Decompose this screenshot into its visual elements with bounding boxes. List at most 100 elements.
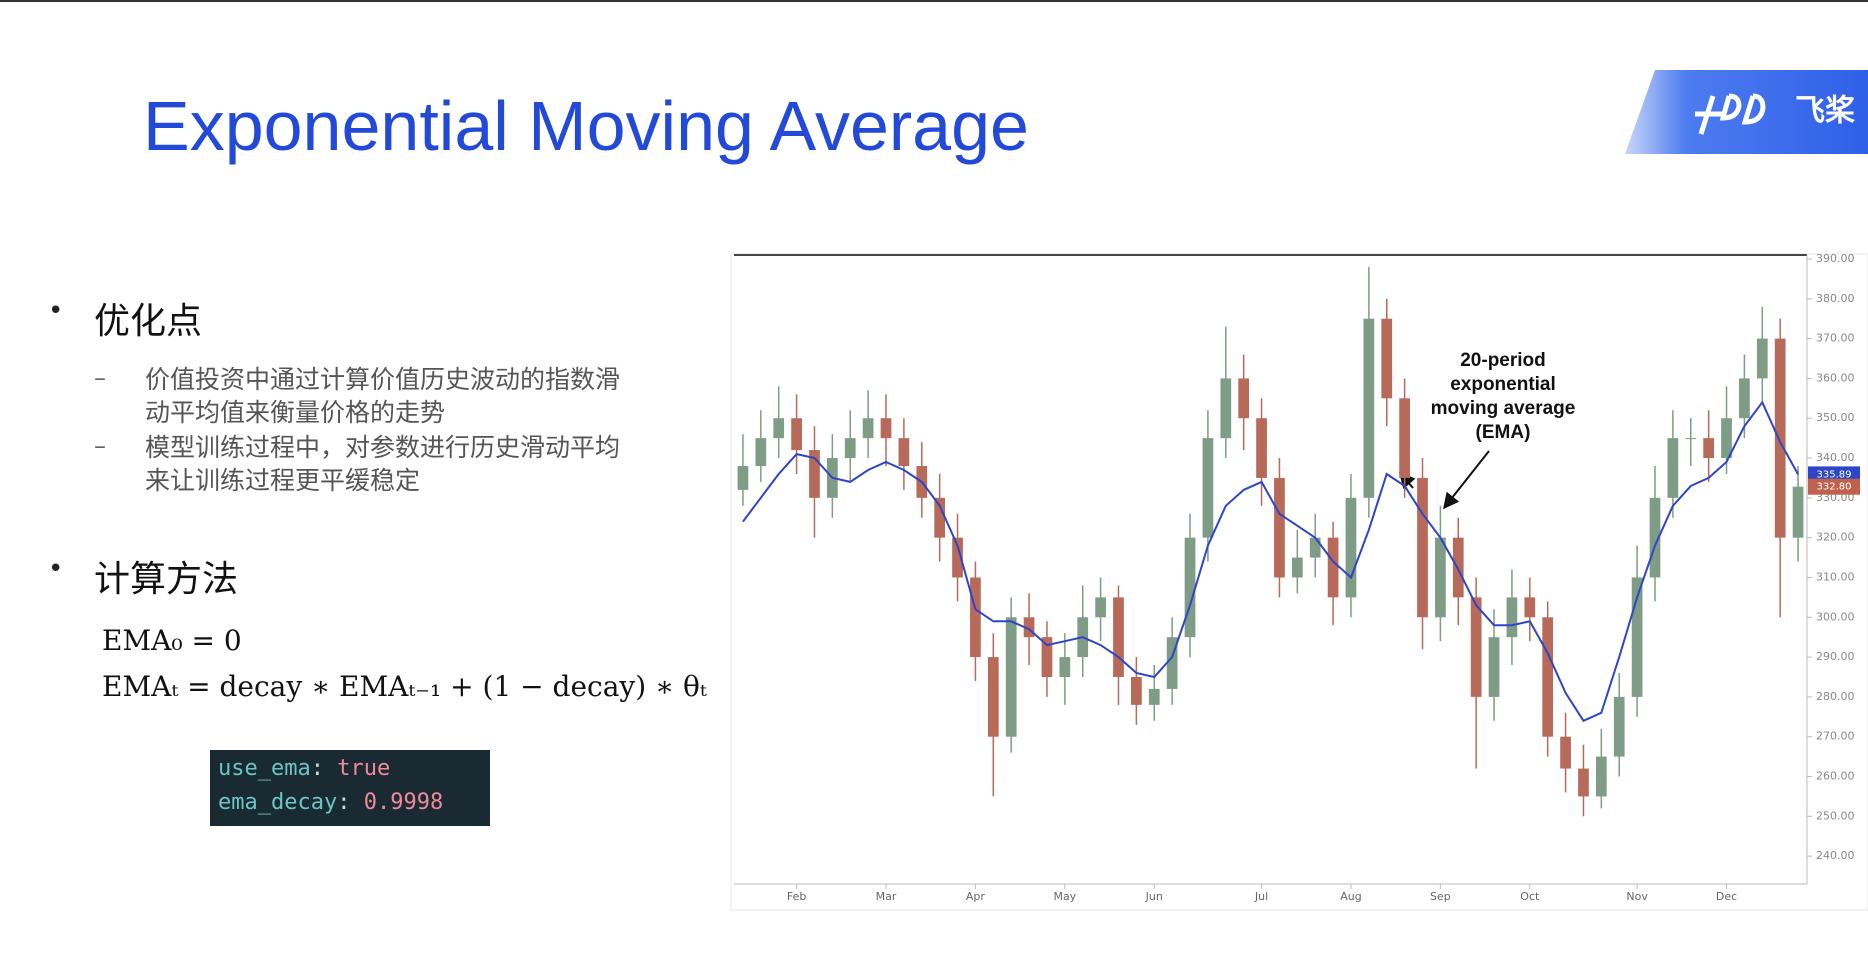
candle-body [1166, 637, 1178, 689]
candle-body [1792, 486, 1804, 538]
x-tick-label: Oct [1520, 890, 1540, 903]
candle-body [809, 450, 820, 498]
candle-body [1309, 537, 1321, 558]
section-heading: 计算方法 [94, 559, 239, 600]
candle-body [1148, 688, 1160, 705]
y-tick-label: 310.00 [1816, 570, 1855, 583]
candle-body [1542, 617, 1554, 737]
candle-body [1399, 398, 1410, 478]
candle-body [1381, 318, 1393, 399]
candle-body [970, 577, 981, 658]
candle-body [1202, 438, 1214, 538]
candle-body [791, 418, 802, 451]
x-tick-label: Aug [1340, 890, 1361, 903]
annotation: (EMA) [1476, 422, 1531, 443]
sub-item: 模型训练过程中，对参数进行历史滑动平均来让训练过程更平缓稳定 [145, 433, 621, 495]
slide-title: Exponential Moving Average [143, 87, 1029, 165]
y-tick-label: 270.00 [1816, 730, 1855, 743]
candle-body [1578, 768, 1589, 797]
candle-body [1041, 637, 1053, 677]
candle-body [1488, 637, 1500, 697]
price-tag [1808, 466, 1860, 483]
x-tick-label: Sep [1430, 890, 1451, 903]
candle-body [1435, 537, 1446, 618]
candle-body [1220, 378, 1232, 439]
annotation: moving average [1431, 398, 1576, 419]
x-tick-label: Apr [966, 890, 986, 903]
candle-body [898, 438, 910, 466]
candle-body [1703, 438, 1715, 459]
y-tick-label: 320.00 [1816, 531, 1855, 544]
price-tag [1808, 478, 1860, 495]
annotation-arrow [1443, 450, 1490, 510]
x-tick-label: Jul [1254, 890, 1268, 903]
candle-body [1560, 736, 1571, 769]
candle-body [862, 418, 874, 439]
annotation: 20-period [1460, 350, 1546, 371]
dash: – [94, 432, 106, 460]
code-value: 0.9998 [363, 790, 444, 815]
section-heading: 优化点 [94, 301, 203, 342]
y-tick-label: 380.00 [1816, 292, 1855, 305]
candle-body [1756, 338, 1768, 379]
candle-body [987, 657, 999, 737]
candle-body [1363, 318, 1375, 498]
y-tick-label: 290.00 [1816, 650, 1855, 663]
candle-body [1345, 497, 1357, 598]
chart-frame [730, 253, 1868, 911]
candle-body [1649, 497, 1661, 578]
candle-body [1506, 597, 1518, 638]
price-tag-label: 332.80 [1817, 482, 1852, 493]
y-tick-label: 300.00 [1816, 610, 1855, 623]
y-tick-label: 340.00 [1816, 451, 1855, 464]
ema-line [742, 400, 1799, 723]
candle-body [1023, 617, 1035, 638]
candle-body [773, 418, 785, 439]
logo-text: 飞桨 [1795, 94, 1855, 129]
candle-body [1595, 756, 1607, 797]
candle-body [1470, 597, 1482, 697]
candle-body [1613, 696, 1625, 757]
candle-body [1721, 418, 1732, 459]
candle-body [844, 438, 856, 459]
candle-body [1667, 438, 1679, 498]
x-tick-label: May [1053, 890, 1076, 903]
y-tick-label: 370.00 [1816, 332, 1855, 345]
candle-body [1059, 657, 1071, 677]
bullet: • [48, 296, 64, 326]
price-tag-label: 335.89 [1817, 469, 1852, 480]
x-tick-label: Feb [787, 890, 806, 903]
candle-body [755, 438, 767, 466]
y-tick-label: 350.00 [1816, 411, 1855, 424]
candle-body [1774, 338, 1786, 538]
y-tick-label: 260.00 [1816, 770, 1855, 783]
annotation: exponential [1450, 374, 1556, 395]
y-tick-label: 390.00 [1816, 252, 1855, 265]
x-tick-label: Dec [1716, 890, 1737, 903]
y-tick-label: 280.00 [1816, 690, 1855, 703]
candle-body [1274, 477, 1285, 578]
code-key: ema_decay [218, 790, 338, 815]
candle-body [880, 418, 892, 439]
bullet: • [48, 554, 64, 584]
candle-body [934, 497, 946, 538]
candle-body [1524, 597, 1536, 618]
candle-body [1291, 557, 1303, 578]
candle-body [1327, 537, 1339, 598]
candle-body [737, 465, 749, 490]
formula: EMA₀ = 0 [102, 624, 242, 657]
y-tick-label: 360.00 [1816, 371, 1855, 384]
candle-body [1631, 577, 1643, 697]
code-block: use_ema: true ema_decay: 0.9998 [210, 750, 490, 826]
code-key: use_ema [218, 756, 311, 781]
candle-body [1095, 597, 1106, 618]
formula: EMAₜ = decay ∗ EMAₜ₋₁ + (1 − decay) ∗ θₜ [102, 670, 707, 703]
candle-body [952, 537, 963, 578]
candle-body [1131, 676, 1142, 705]
sub-item: 价值投资中通过计算价值历史波动的指数滑动平均值来衡量价格的走势 [145, 365, 621, 427]
y-tick-label: 250.00 [1816, 809, 1855, 822]
candle-body [1238, 378, 1250, 419]
logo-icon [1695, 93, 1766, 135]
